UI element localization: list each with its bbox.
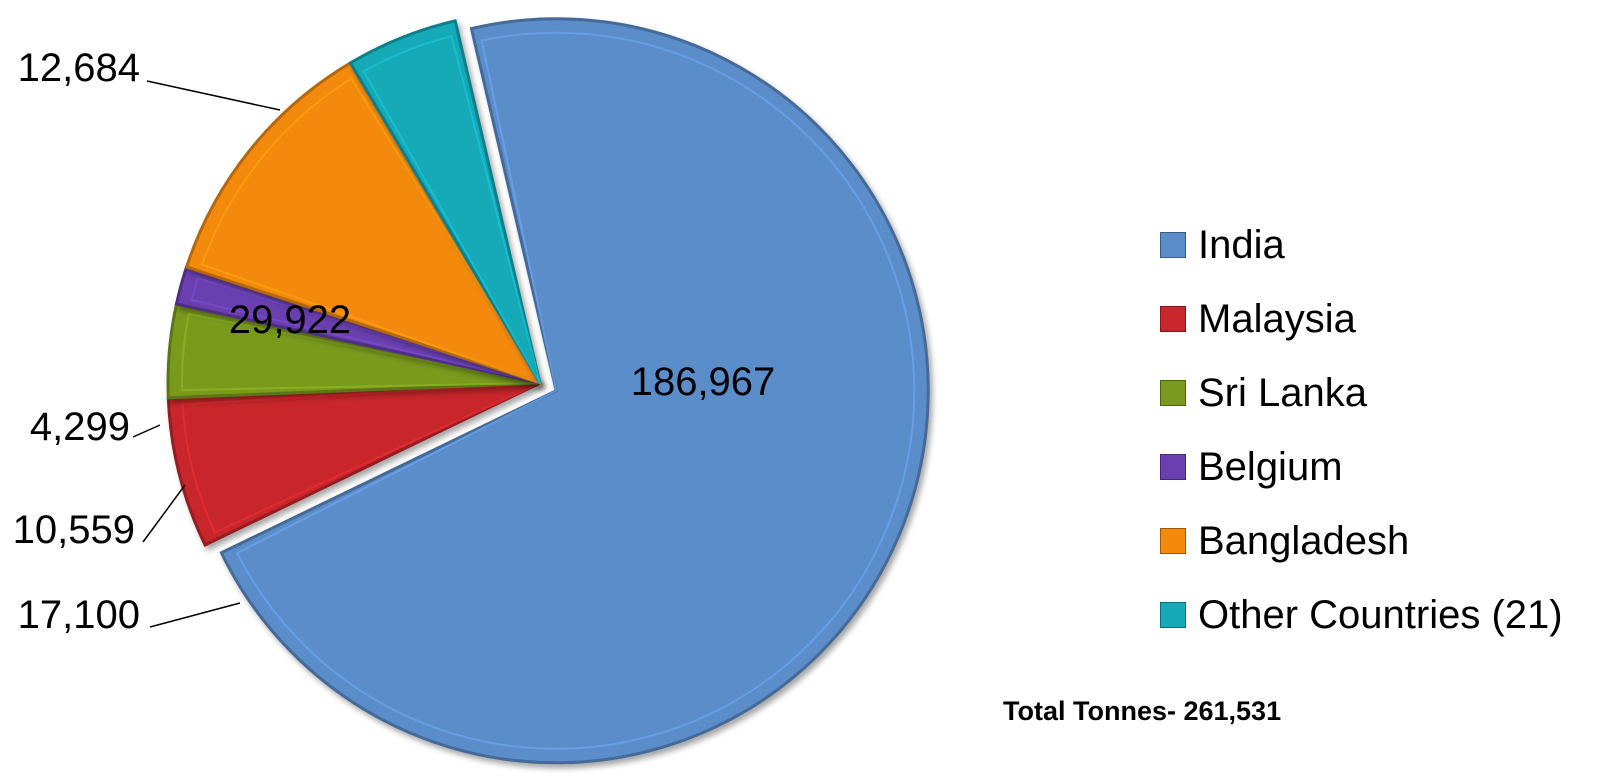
pie-slice-bevel xyxy=(190,276,541,384)
legend-swatch-other-countries xyxy=(1160,602,1186,628)
leader-line xyxy=(142,484,186,543)
total-label: Total Tonnes- 261,531 xyxy=(1003,696,1282,726)
legend-label-belgium: Belgium xyxy=(1198,444,1343,489)
legend-label-bangladesh: Bangladesh xyxy=(1198,518,1410,563)
legend-item-belgium: Belgium xyxy=(1160,430,1563,504)
legend-swatch-belgium xyxy=(1160,454,1186,480)
data-label-belgium: 4,299 xyxy=(30,405,130,449)
legend-item-other-countries: Other Countries (21) xyxy=(1160,578,1563,652)
data-label-bangladesh: 29,922 xyxy=(229,298,351,342)
pie-slice-bevel xyxy=(362,34,541,384)
data-label-india: 186,967 xyxy=(631,360,776,404)
legend: India Malaysia Sri Lanka Belgium Banglad… xyxy=(1160,208,1563,652)
pie-slice-bevel xyxy=(181,312,541,392)
pie-slice-bevel xyxy=(181,382,541,534)
legend-swatch-malaysia xyxy=(1160,306,1186,332)
legend-item-malaysia: Malaysia xyxy=(1160,282,1563,356)
data-label-malaysia: 17,100 xyxy=(18,593,140,637)
legend-label-sri-lanka: Sri Lanka xyxy=(1198,370,1367,415)
pie-slice-malaysia xyxy=(166,381,541,548)
legend-item-bangladesh: Bangladesh xyxy=(1160,504,1563,578)
legend-swatch-india xyxy=(1160,232,1186,258)
legend-swatch-sri-lanka xyxy=(1160,380,1186,406)
legend-label-malaysia: Malaysia xyxy=(1198,296,1356,341)
pie-slice-bevel xyxy=(200,77,543,385)
legend-label-other-countries: Other Countries (21) xyxy=(1198,592,1563,637)
legend-swatch-bangladesh xyxy=(1160,528,1186,554)
legend-label-india: India xyxy=(1198,222,1285,267)
legend-item-india: India xyxy=(1160,208,1563,282)
legend-item-sri-lanka: Sri Lanka xyxy=(1160,356,1563,430)
data-label-other-countries-21: 12,684 xyxy=(18,46,140,90)
pie-slice-other-countries-21 xyxy=(348,18,542,384)
data-label-sri-lanka: 10,559 xyxy=(13,508,135,552)
leader-line xyxy=(149,602,241,628)
pie-slice-bevel xyxy=(235,31,916,750)
leader-line xyxy=(146,80,281,111)
leader-line xyxy=(132,424,161,438)
pie-slice-india xyxy=(219,17,930,765)
